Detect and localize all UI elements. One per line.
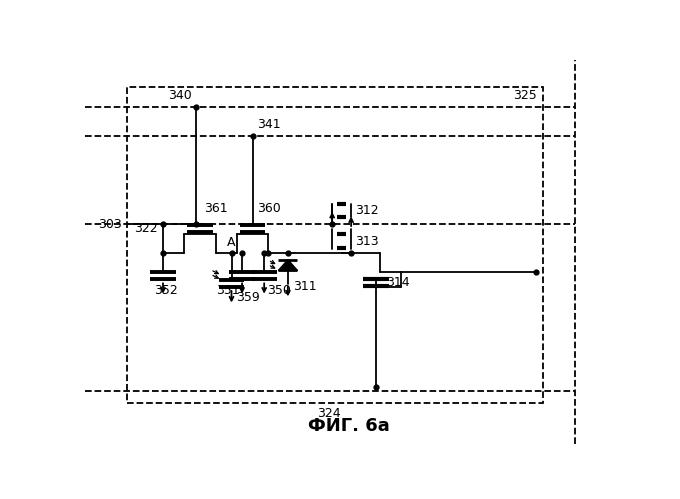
Text: 303: 303 — [98, 218, 122, 231]
Text: 341: 341 — [257, 118, 280, 131]
Text: 352: 352 — [154, 283, 177, 296]
Text: 312: 312 — [355, 204, 379, 217]
Text: 359: 359 — [236, 291, 260, 304]
Text: 340: 340 — [168, 89, 192, 102]
Text: 324: 324 — [317, 407, 340, 420]
Text: 313: 313 — [355, 235, 379, 248]
Text: ФИГ. 6a: ФИГ. 6a — [307, 417, 390, 435]
Text: 314: 314 — [386, 276, 410, 289]
Text: 360: 360 — [257, 203, 281, 216]
Text: 361: 361 — [204, 203, 228, 216]
Text: A: A — [227, 236, 236, 249]
Text: 311: 311 — [293, 280, 317, 293]
Text: 351: 351 — [216, 283, 239, 296]
Text: 325: 325 — [513, 89, 537, 102]
Polygon shape — [278, 259, 297, 270]
Text: 322: 322 — [134, 222, 158, 235]
Text: 350: 350 — [267, 283, 290, 296]
